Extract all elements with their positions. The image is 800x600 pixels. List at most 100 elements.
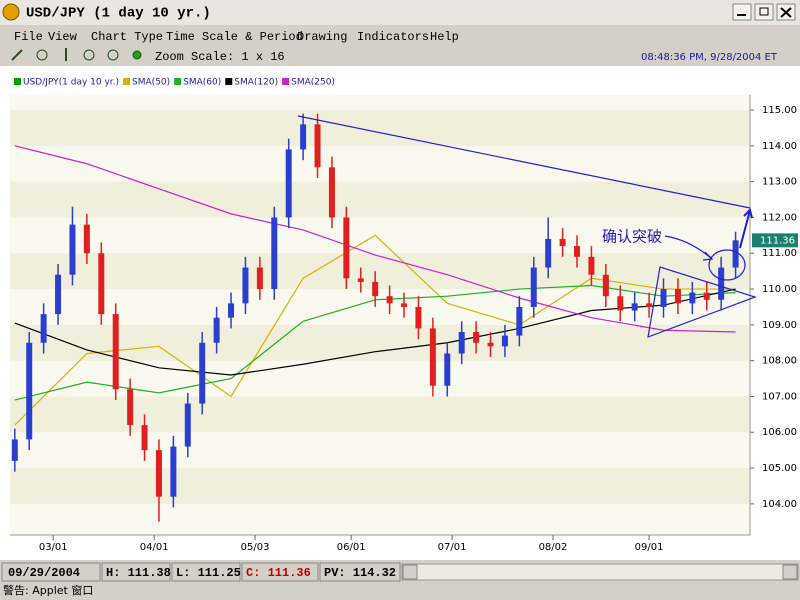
clock: 08:48:36 PM, 9/28/2004 ET: [641, 52, 778, 63]
scrollbar[interactable]: [401, 563, 799, 581]
arrow-head: [702, 251, 714, 261]
candle-body: [458, 332, 465, 354]
legend-label: SMA(50): [132, 78, 170, 88]
legend-label: SMA(250): [291, 78, 335, 88]
last-price-label: 111.36: [760, 235, 795, 246]
candle-body: [343, 217, 350, 279]
sma-line: [14, 145, 736, 333]
scroll-left[interactable]: [402, 564, 418, 580]
window-buttons: [732, 3, 796, 21]
candle-body: [199, 342, 206, 404]
candle-body: [242, 267, 249, 304]
candle-body: [26, 342, 33, 440]
candle-body: [574, 246, 581, 257]
legend-label: USD/JPY(1 day 10 yr.): [23, 78, 119, 88]
draw-tool[interactable]: [11, 49, 23, 61]
y-tick-label: 106.00: [762, 427, 797, 438]
scroll-right[interactable]: [782, 564, 798, 580]
maximize-glyph: [759, 7, 769, 16]
legend-swatch: [14, 78, 21, 85]
candle-body: [559, 238, 566, 247]
candle-body: [372, 281, 379, 297]
candle-body: [69, 224, 76, 275]
x-tick-label: 06/01: [337, 542, 366, 553]
legend-swatch: [225, 78, 233, 85]
menu-item[interactable]: Indicators: [357, 30, 429, 44]
up-arrow: [739, 208, 753, 249]
window-title: USD/JPY (1 day 10 yr.): [26, 6, 211, 22]
menu-item[interactable]: Chart Type: [91, 30, 163, 44]
candle-body: [401, 303, 408, 307]
menu-item[interactable]: File: [14, 30, 43, 44]
candle-body: [213, 317, 220, 343]
candle-body: [112, 314, 119, 390]
grid-band: [10, 468, 750, 504]
annotation: 确认突破: [602, 228, 662, 246]
candle-body: [415, 306, 422, 329]
candle-body: [689, 292, 696, 304]
x-tick-label: 08/02: [539, 542, 568, 553]
candle-body: [487, 342, 494, 347]
menu-item[interactable]: Drawing: [297, 30, 347, 44]
status-dot: [132, 50, 142, 60]
drawings: [297, 115, 757, 338]
candle-body: [602, 274, 609, 297]
status-box: [319, 562, 401, 582]
candle-body: [314, 124, 321, 168]
x-tick-label: 09/01: [635, 542, 664, 553]
trend-line: [297, 115, 751, 209]
status-box: [1, 562, 101, 582]
y-tick-label: 113.00: [762, 177, 797, 188]
menu-item[interactable]: View: [48, 30, 78, 44]
candle-body: [732, 240, 739, 268]
candle-body: [660, 289, 667, 307]
candle-body: [127, 389, 134, 426]
menu-item[interactable]: Help: [430, 30, 459, 44]
plot-bg: [10, 95, 750, 535]
zoom-out[interactable]: [107, 49, 119, 61]
legend-swatch: [282, 78, 290, 85]
legend-label: SMA(60): [183, 78, 221, 88]
candle-body: [155, 450, 162, 497]
grid-band: [10, 181, 750, 218]
candle-body: [516, 306, 523, 336]
candle-body: [530, 267, 537, 307]
title-bar: [0, 0, 800, 25]
candle-body: [55, 274, 62, 315]
sma-line: [14, 288, 736, 376]
app-icon: [2, 3, 20, 21]
candle-body: [501, 335, 508, 347]
zoom-scale: Zoom Scale: 1 x 16: [155, 50, 285, 64]
status-box: [171, 562, 241, 582]
grid-band: [10, 396, 750, 433]
legend-label: SMA(120): [234, 78, 278, 88]
minimize-button[interactable]: [732, 3, 752, 21]
grid-band: [10, 253, 750, 290]
candle-body: [674, 289, 681, 304]
candle-body: [98, 253, 105, 315]
y-tick-label: 109.00: [762, 320, 797, 331]
x-tick-label: 07/01: [438, 542, 467, 553]
grid-band: [10, 324, 750, 361]
candle-body: [386, 296, 393, 304]
status-high: H: 111.38: [106, 566, 171, 580]
y-tick-label: 105.00: [762, 463, 797, 474]
candle-body: [444, 353, 451, 386]
zoom-in[interactable]: [83, 49, 95, 61]
select-tool[interactable]: [36, 49, 48, 61]
grid-band: [10, 110, 750, 146]
candle-body: [141, 425, 148, 451]
candle-body: [285, 149, 292, 218]
candle-body: [40, 314, 47, 343]
legend-swatch: [174, 78, 182, 85]
candle-body: [11, 439, 18, 461]
legend-swatch: [123, 78, 131, 85]
maximize-button[interactable]: [754, 3, 774, 21]
y-tick-label: 110.00: [762, 284, 797, 295]
plot: 104.00 105.00 106.00 107.00 108.00 109.00 110.…: [10, 78, 798, 553]
candle-body: [184, 403, 191, 447]
y-tick-label: 112.00: [762, 212, 797, 223]
menu-item[interactable]: Time Scale & Period: [166, 30, 303, 44]
candle-body: [429, 328, 436, 386]
